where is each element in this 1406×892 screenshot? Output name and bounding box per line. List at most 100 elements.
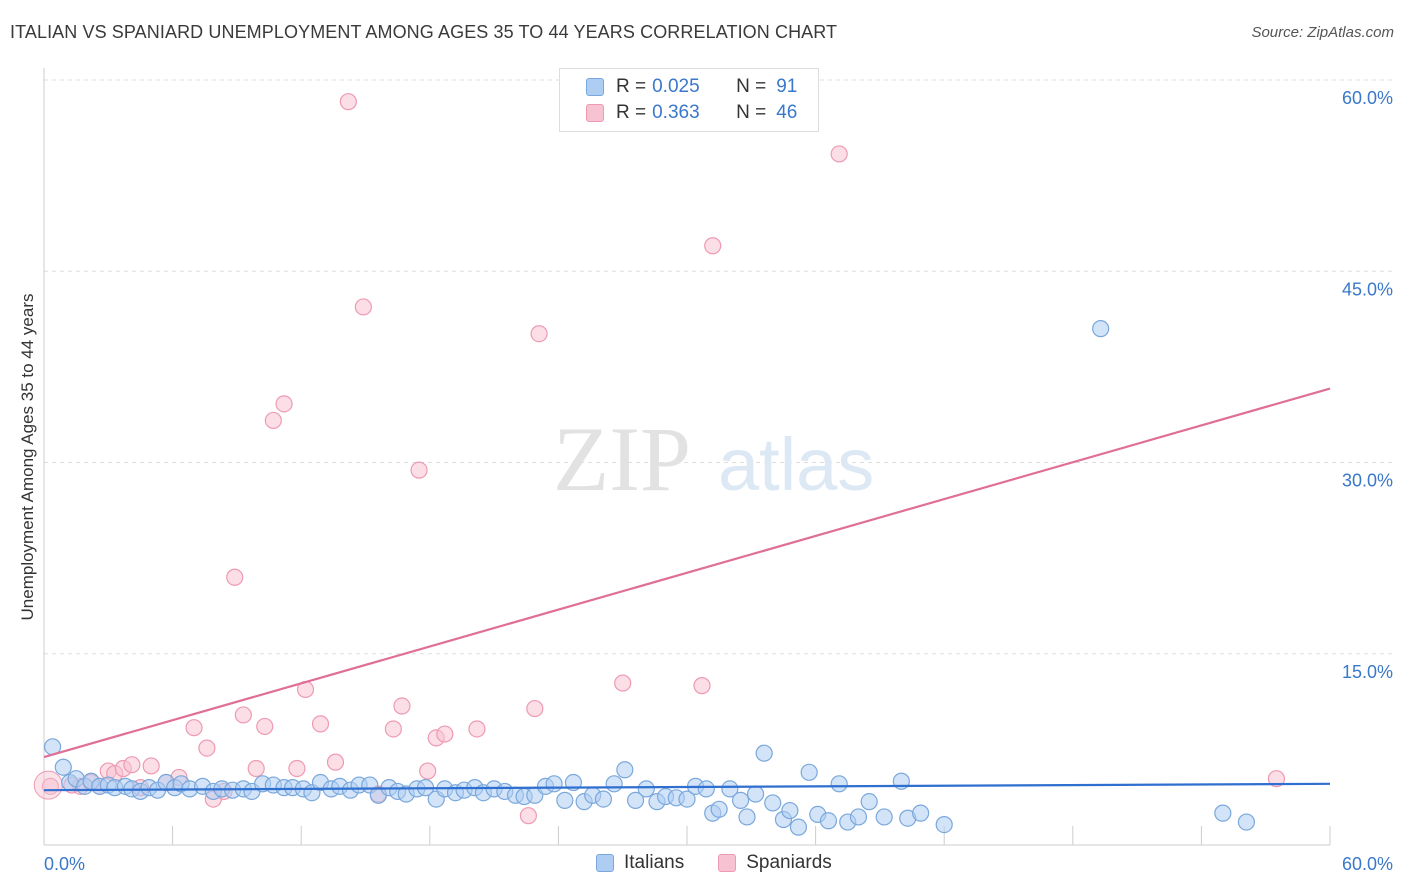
italians-trend-line [43, 782, 1331, 792]
italians-point [1237, 813, 1256, 831]
italians-n-value: 91 [776, 76, 798, 97]
spaniards-point [410, 461, 428, 479]
italians-swatch [586, 78, 604, 96]
spaniards-point [226, 568, 244, 586]
spaniards-point-cluster [33, 770, 63, 800]
italians-point [849, 808, 868, 826]
spaniards-point [354, 298, 372, 316]
y-tick-label: 30.0% [1342, 471, 1393, 491]
legend-r-label: R = [616, 76, 647, 97]
spaniards-legend-swatch [718, 854, 737, 872]
spaniards-trend-line [43, 387, 1331, 759]
spaniards-point [198, 739, 216, 757]
axes [43, 68, 1331, 846]
spaniards-point [704, 237, 722, 255]
spaniards-point [526, 699, 544, 718]
spaniards-point [384, 720, 402, 738]
grid-lines [44, 79, 1394, 655]
spaniards-point [519, 807, 537, 825]
italians-legend-swatch [596, 854, 614, 872]
spaniards-point [830, 145, 848, 163]
tick-labels: 15.0% 30.0% 45.0% 60.0% 0.0% 60.0% [44, 88, 1393, 874]
spaniards-point [185, 719, 203, 737]
spaniards-point [142, 757, 160, 775]
italians-point [764, 794, 782, 812]
legend-item-italians[interactable]: Italians [596, 852, 684, 874]
italians-point [54, 758, 72, 776]
italians-point [781, 801, 799, 820]
italians-point [678, 790, 696, 808]
italians-point [1214, 804, 1232, 822]
spaniards-point [247, 759, 265, 778]
italians-point [545, 775, 563, 793]
italians-point [819, 812, 838, 830]
spaniards-point [123, 756, 141, 774]
x-tick-label-max: 60.0% [1342, 854, 1393, 874]
italians-point [738, 808, 756, 826]
y-tick-label: 60.0% [1342, 88, 1393, 108]
x-tick-label-min: 0.0% [44, 854, 85, 874]
italians-point [912, 804, 930, 822]
legend-row-spaniards: R = 0.363 N = 46 [586, 100, 797, 126]
italians-point [800, 763, 818, 781]
italians-point [616, 761, 634, 779]
spaniards-point [419, 762, 437, 780]
trend-lines [43, 387, 1331, 792]
italians-point [1092, 320, 1110, 338]
italians-points [43, 320, 1256, 836]
legend-n-label: N = [736, 102, 767, 123]
legend-r-label: R = [616, 102, 647, 123]
spaniards-point [256, 717, 274, 736]
source-label: Source: ZipAtlas.com [1251, 24, 1394, 41]
spaniards-point [393, 697, 411, 715]
correlation-legend: R = 0.025 N = 91 R = 0.363 N = 46 [559, 68, 819, 132]
series-legend: Italians Spaniards [596, 852, 866, 874]
spaniards-point [326, 753, 345, 771]
italians-point [697, 780, 715, 798]
italians-point [875, 808, 893, 826]
italians-point [935, 815, 953, 834]
italians-point [637, 780, 655, 798]
spaniards-point [339, 93, 357, 111]
y-tick-label: 15.0% [1342, 662, 1393, 682]
italians-point [721, 780, 739, 798]
spaniards-point [468, 720, 486, 738]
italians-r-value: 0.025 [652, 76, 700, 97]
legend-n-label: N = [736, 76, 767, 97]
chart-title: ITALIAN VS SPANIARD UNEMPLOYMENT AMONG A… [10, 22, 838, 42]
spaniards-point [614, 674, 632, 692]
spaniards-point [693, 677, 711, 695]
legend-item-spaniards[interactable]: Spaniards [718, 852, 832, 874]
spaniards-point [1267, 770, 1286, 788]
spaniards-point [288, 759, 306, 778]
spaniards-n-value: 46 [776, 102, 798, 123]
italians-point [731, 791, 750, 809]
italians-point [710, 800, 728, 818]
italians-point [830, 775, 848, 793]
italians-point [789, 818, 808, 836]
spaniards-point [275, 395, 293, 413]
watermark: ZIP atlas [553, 408, 874, 510]
italians-point [605, 775, 623, 793]
spaniards-point [264, 411, 282, 430]
italians-point [594, 790, 613, 808]
spaniards-point [234, 706, 252, 724]
legend-row-italians: R = 0.025 N = 91 [586, 74, 797, 100]
italians-point [755, 744, 773, 762]
italians-point [626, 791, 645, 809]
spaniards-point [311, 715, 330, 733]
italians-point [746, 785, 765, 803]
watermark-zip: ZIP [553, 408, 691, 510]
spaniards-swatch [586, 104, 604, 122]
spaniards-legend-label: Spaniards [746, 852, 832, 873]
watermark-atlas: atlas [718, 423, 874, 506]
y-tick-label: 45.0% [1342, 279, 1393, 299]
italians-point [860, 793, 878, 811]
spaniards-point [530, 325, 548, 343]
spaniards-point [436, 725, 454, 743]
spaniards-r-value: 0.363 [652, 102, 700, 123]
italians-point [556, 791, 574, 809]
y-axis-label: Unemployment Among Ages 35 to 44 years [18, 293, 37, 621]
italians-legend-label: Italians [624, 852, 685, 873]
